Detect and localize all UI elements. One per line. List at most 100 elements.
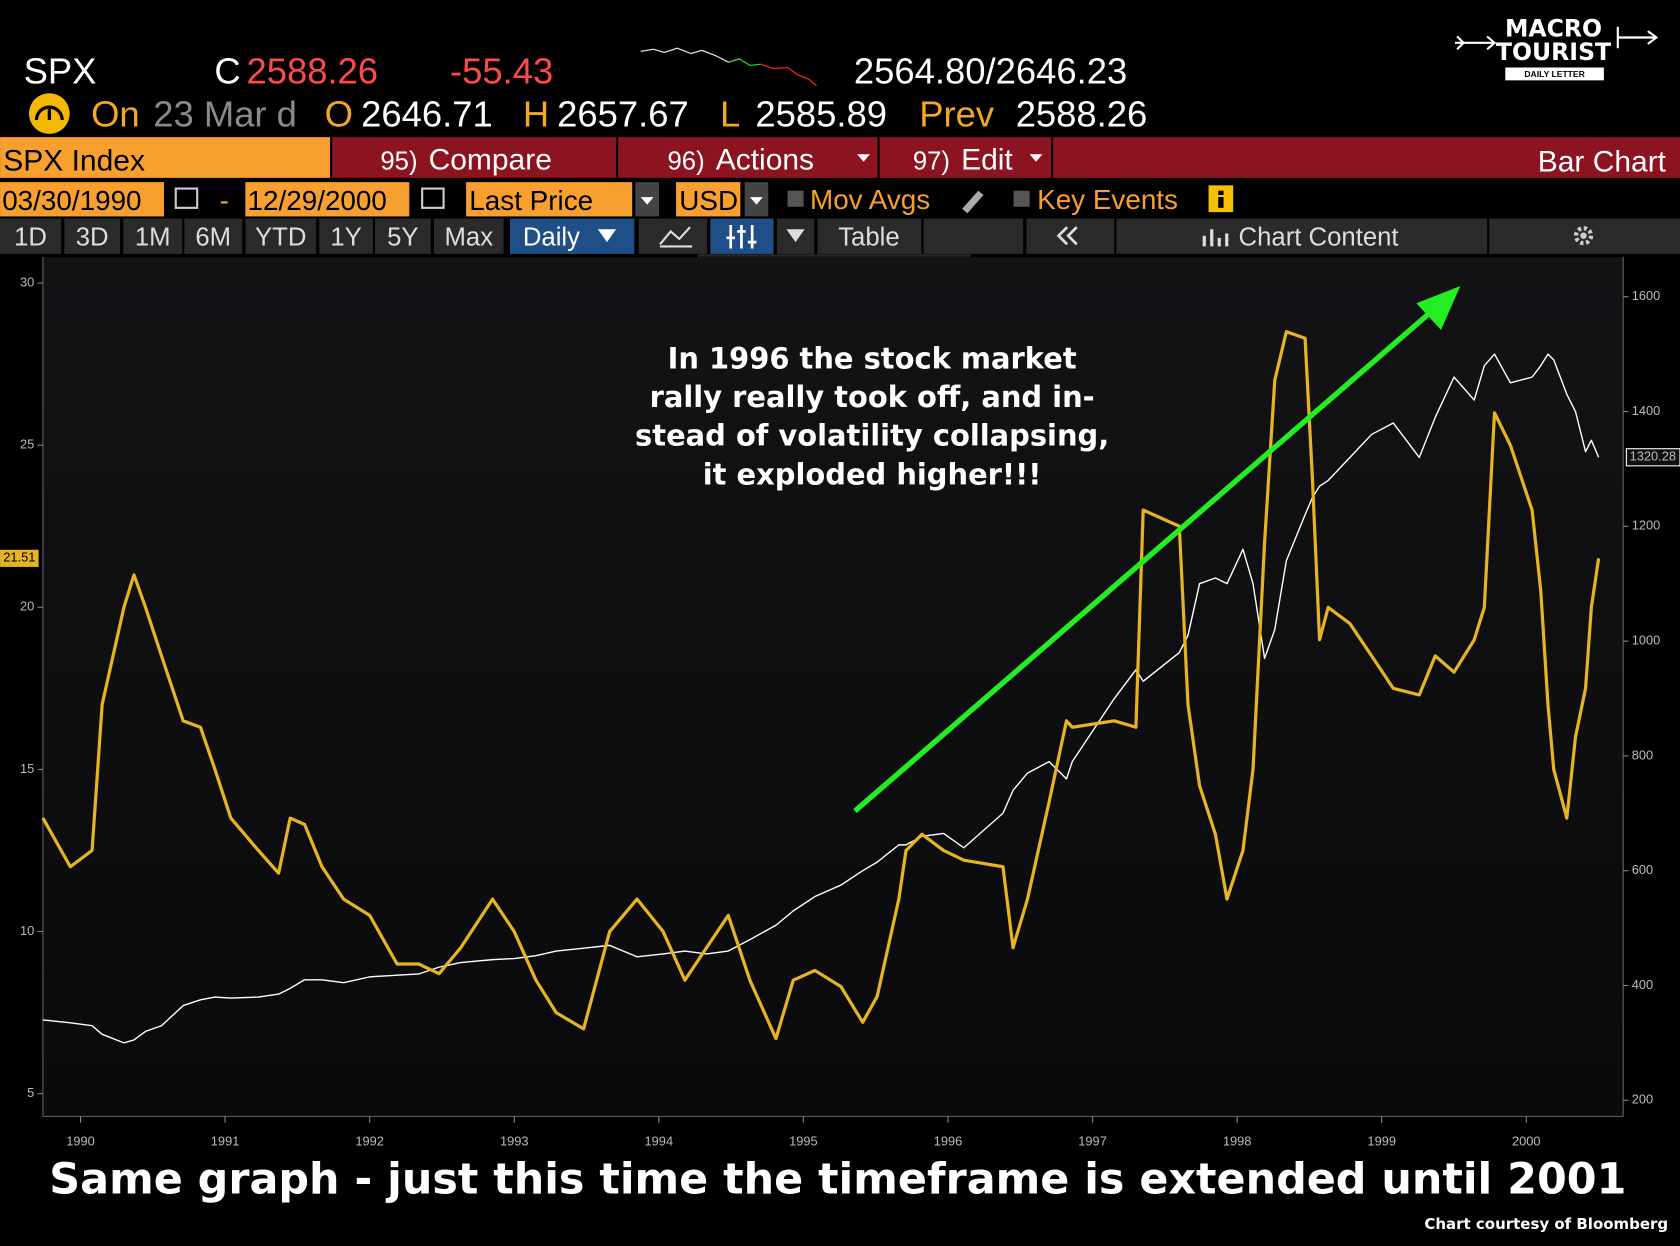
last-value-label: 21.51	[3, 550, 35, 565]
change: -55.43	[450, 51, 553, 92]
high-label: H	[523, 93, 549, 134]
chart-content-icon	[1202, 229, 1229, 247]
tab[interactable]	[433, 218, 504, 254]
x-tick-label: 2000	[1512, 1133, 1541, 1148]
credit: Chart courtesy of Bloomberg	[1424, 1215, 1668, 1233]
logo-tagline: DAILY LETTER	[1524, 69, 1585, 79]
y2-tick-label: 1000	[1632, 633, 1661, 648]
calendar-icon[interactable]	[421, 187, 445, 209]
sparkline	[640, 47, 740, 63]
key-events[interactable]: Key Events	[1037, 184, 1178, 215]
y2-tick-label: 200	[1632, 1092, 1653, 1107]
tab[interactable]	[64, 218, 121, 254]
x-tick-label: 1994	[645, 1133, 674, 1148]
day-range: 2564.80/2646.23	[854, 51, 1127, 92]
field-selector[interactable]	[466, 182, 633, 217]
menu-number[interactable]: 97)	[913, 147, 950, 175]
info-icon	[1218, 197, 1224, 208]
end-date[interactable]: 12/29/2000	[248, 185, 387, 216]
caption: Same graph - just this time the timefram…	[49, 1155, 1626, 1205]
logo: MACRO TOURIST DAILY LETTER	[1454, 14, 1659, 81]
tab[interactable]	[184, 218, 243, 254]
period-button[interactable]: 6M	[195, 223, 231, 251]
menu-number[interactable]: 95)	[380, 147, 417, 175]
y2-tick-label: 600	[1632, 862, 1653, 877]
security[interactable]: SPX Index	[3, 144, 145, 177]
period-button[interactable]: 1M	[135, 223, 171, 251]
period-button[interactable]: 5Y	[387, 223, 418, 251]
annotation: In 1996 the stock market	[668, 342, 1077, 376]
tab[interactable]	[638, 218, 708, 254]
y2-tick-label: 1600	[1632, 288, 1661, 303]
tab[interactable]	[319, 218, 373, 254]
x-tick-label: 1997	[1078, 1133, 1107, 1148]
table-button[interactable]: Table	[838, 223, 899, 251]
x-tick-label: 1998	[1223, 1133, 1252, 1148]
currency[interactable]: USD	[679, 185, 738, 216]
open: 2646.71	[361, 93, 493, 134]
x-tick-label: 1992	[355, 1133, 384, 1148]
end-date-field[interactable]	[245, 182, 410, 217]
bar-chart-icon	[726, 224, 757, 249]
period-button[interactable]: YTD	[255, 223, 306, 251]
calendar-icon[interactable]	[174, 187, 199, 209]
on-label: On	[91, 93, 140, 134]
x-tick-label: 1990	[66, 1133, 95, 1148]
sparkline	[728, 58, 761, 67]
y2-tick-label: 1200	[1632, 518, 1661, 533]
edit-button[interactable]: Edit	[961, 143, 1013, 176]
prev-label: Prev	[919, 93, 995, 134]
logo-ribbon	[1505, 67, 1604, 81]
y-tick-label: 10	[20, 923, 34, 938]
period-button[interactable]: 1D	[14, 223, 47, 251]
y-tick-label: 5	[27, 1085, 34, 1100]
period-button[interactable]: 3D	[76, 223, 109, 251]
collapse-icon	[1056, 226, 1078, 246]
field[interactable]: Last Price	[469, 185, 593, 216]
checkbox[interactable]	[1013, 190, 1030, 207]
tab[interactable]	[123, 218, 183, 254]
x-tick-label: 1993	[500, 1133, 529, 1148]
tab[interactable]	[510, 218, 635, 254]
period-button[interactable]: Max	[444, 223, 493, 251]
dropdown-arrow	[597, 229, 617, 243]
start-date-field[interactable]	[0, 182, 164, 217]
annotation-arrowhead	[1416, 286, 1461, 330]
y2-tick-label: 400	[1632, 977, 1653, 992]
mov-avgs[interactable]: Mov Avgs	[810, 184, 930, 215]
compare-button[interactable]: Compare	[429, 143, 552, 176]
date-separator: -	[220, 185, 229, 216]
tab[interactable]	[1116, 218, 1488, 254]
logo-arrows	[1454, 26, 1659, 51]
line-chart-icon	[659, 226, 693, 248]
x-tick-label: 1991	[211, 1133, 240, 1148]
tab[interactable]	[375, 218, 431, 254]
checkbox[interactable]	[787, 190, 804, 207]
menu-bar: SPX Index 95) Compare 96) Actions 97) Ed…	[0, 137, 1680, 178]
pencil-icon[interactable]	[962, 190, 984, 214]
frequency[interactable]: Daily	[523, 223, 580, 251]
period-button[interactable]: 1Y	[330, 223, 361, 251]
last-value-tag	[0, 549, 39, 567]
x-tick-label: 1996	[934, 1133, 963, 1148]
dropdown-arrow	[1029, 154, 1043, 162]
quote-header: SPX C 2588.26 -55.43 2564.80/2646.23 On …	[24, 47, 1147, 134]
tab[interactable]	[0, 218, 62, 254]
actions-button[interactable]: Actions	[716, 143, 814, 176]
logo-text: TOURIST	[1496, 38, 1611, 66]
dropdown-arrow	[640, 197, 654, 205]
last-value-label: 1320.28	[1630, 449, 1676, 464]
settings-icon	[1580, 232, 1587, 239]
y2-tick-label: 1400	[1632, 403, 1661, 418]
chart-content[interactable]: Chart Content	[1239, 223, 1399, 251]
tab[interactable]	[245, 218, 317, 254]
menu-number[interactable]: 96)	[668, 147, 705, 175]
currency-selector[interactable]	[676, 182, 741, 217]
open-label: O	[325, 93, 353, 134]
tab[interactable]	[817, 218, 922, 254]
annotation-arrow	[853, 307, 1436, 814]
settings-icon	[1573, 226, 1594, 246]
series-line	[41, 330, 1601, 1041]
start-date[interactable]: 03/30/1990	[2, 185, 141, 216]
security-field[interactable]	[0, 137, 331, 178]
